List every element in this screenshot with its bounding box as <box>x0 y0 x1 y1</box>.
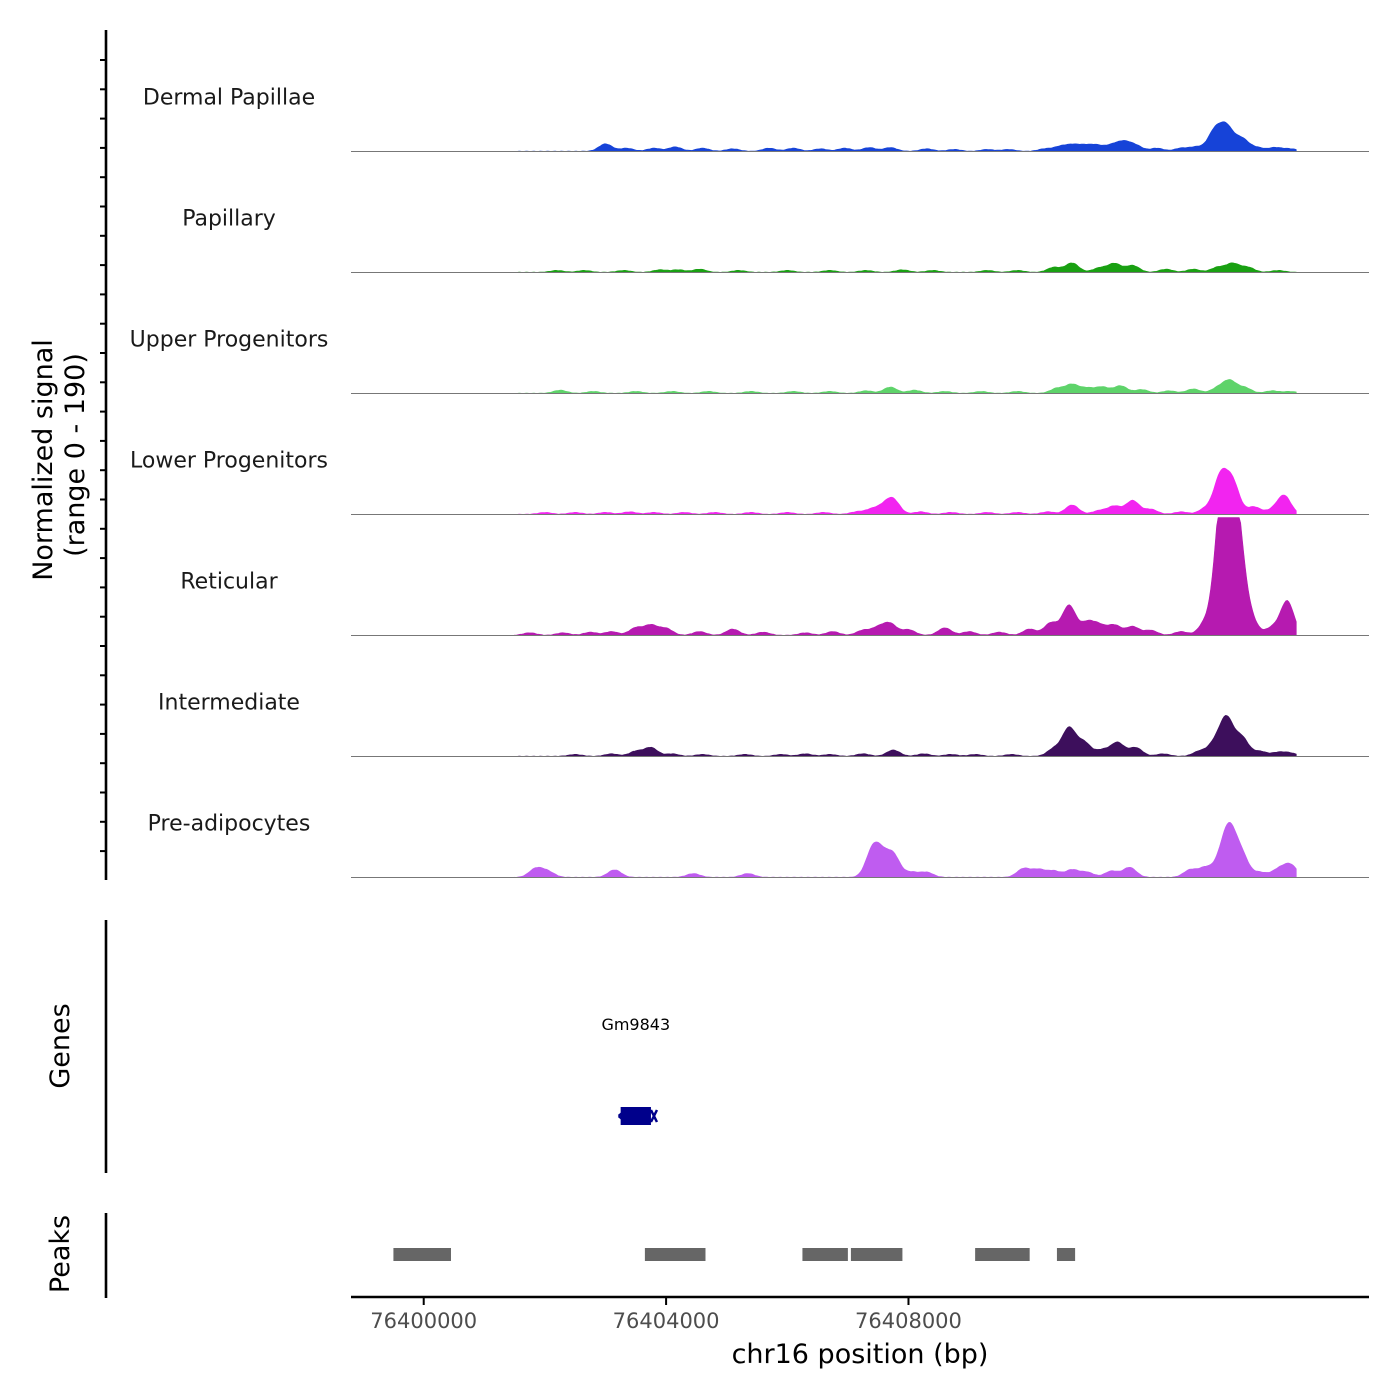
track-label: Pre-adipocytes <box>148 812 311 837</box>
signal-y-axis-title: Normalized signal <box>28 339 59 581</box>
coverage-area-lower-progenitors <box>514 467 1297 515</box>
peak-regions <box>393 1248 1076 1261</box>
peak-region <box>850 1248 903 1261</box>
coverage-area-reticular <box>514 517 1297 636</box>
peak-region <box>644 1248 706 1261</box>
x-axis-ticks: 76400000 76404000 76408000 <box>370 1297 962 1333</box>
track-1 <box>351 262 1369 273</box>
coverage-area-dermal-papillae <box>514 121 1297 152</box>
track-0 <box>351 121 1369 152</box>
track-label: Reticular <box>180 570 278 595</box>
coverage-area-upper-progenitors <box>514 379 1297 394</box>
gene-annotations: Gm9843 <box>601 1015 670 1125</box>
peak-region <box>1056 1248 1076 1261</box>
track-label: Lower Progenitors <box>130 449 328 474</box>
x-axis-title: chr16 position (bp) <box>732 1339 989 1370</box>
gene-end-mark <box>649 1109 659 1123</box>
x-tick-label: 76408000 <box>855 1309 962 1333</box>
track-label: Dermal Papillae <box>143 86 315 111</box>
track-6 <box>351 821 1369 878</box>
gene-label: Gm9843 <box>601 1015 670 1034</box>
peak-region <box>393 1248 451 1261</box>
coverage-area-pre-adipocytes <box>514 821 1297 878</box>
gene-strand-arrow <box>617 1110 626 1122</box>
gene-body <box>620 1107 651 1125</box>
track-labels: Dermal Papillae Papillary Upper Progenitor… <box>130 86 329 837</box>
coverage-tracks <box>351 121 1369 878</box>
track-label: Upper Progenitors <box>130 328 329 353</box>
peak-region <box>975 1248 1030 1261</box>
peaks-panel-title: Peaks <box>45 1215 76 1293</box>
track-4 <box>351 517 1369 636</box>
signal-y-axis-range: (range 0 - 190) <box>60 353 91 557</box>
track-2 <box>351 379 1369 394</box>
genes-panel-title: Genes <box>45 1003 76 1088</box>
peak-region <box>802 1248 848 1261</box>
coverage-area-intermediate <box>514 714 1297 757</box>
track-3 <box>351 467 1369 515</box>
track-label: Papillary <box>182 207 276 232</box>
x-tick-label: 76400000 <box>370 1309 477 1333</box>
track-label: Intermediate <box>158 691 300 716</box>
x-tick-label: 76404000 <box>613 1309 720 1333</box>
track-5 <box>351 714 1369 757</box>
signal-y-axis-ticks <box>100 59 106 853</box>
coverage-area-papillary <box>514 262 1297 273</box>
